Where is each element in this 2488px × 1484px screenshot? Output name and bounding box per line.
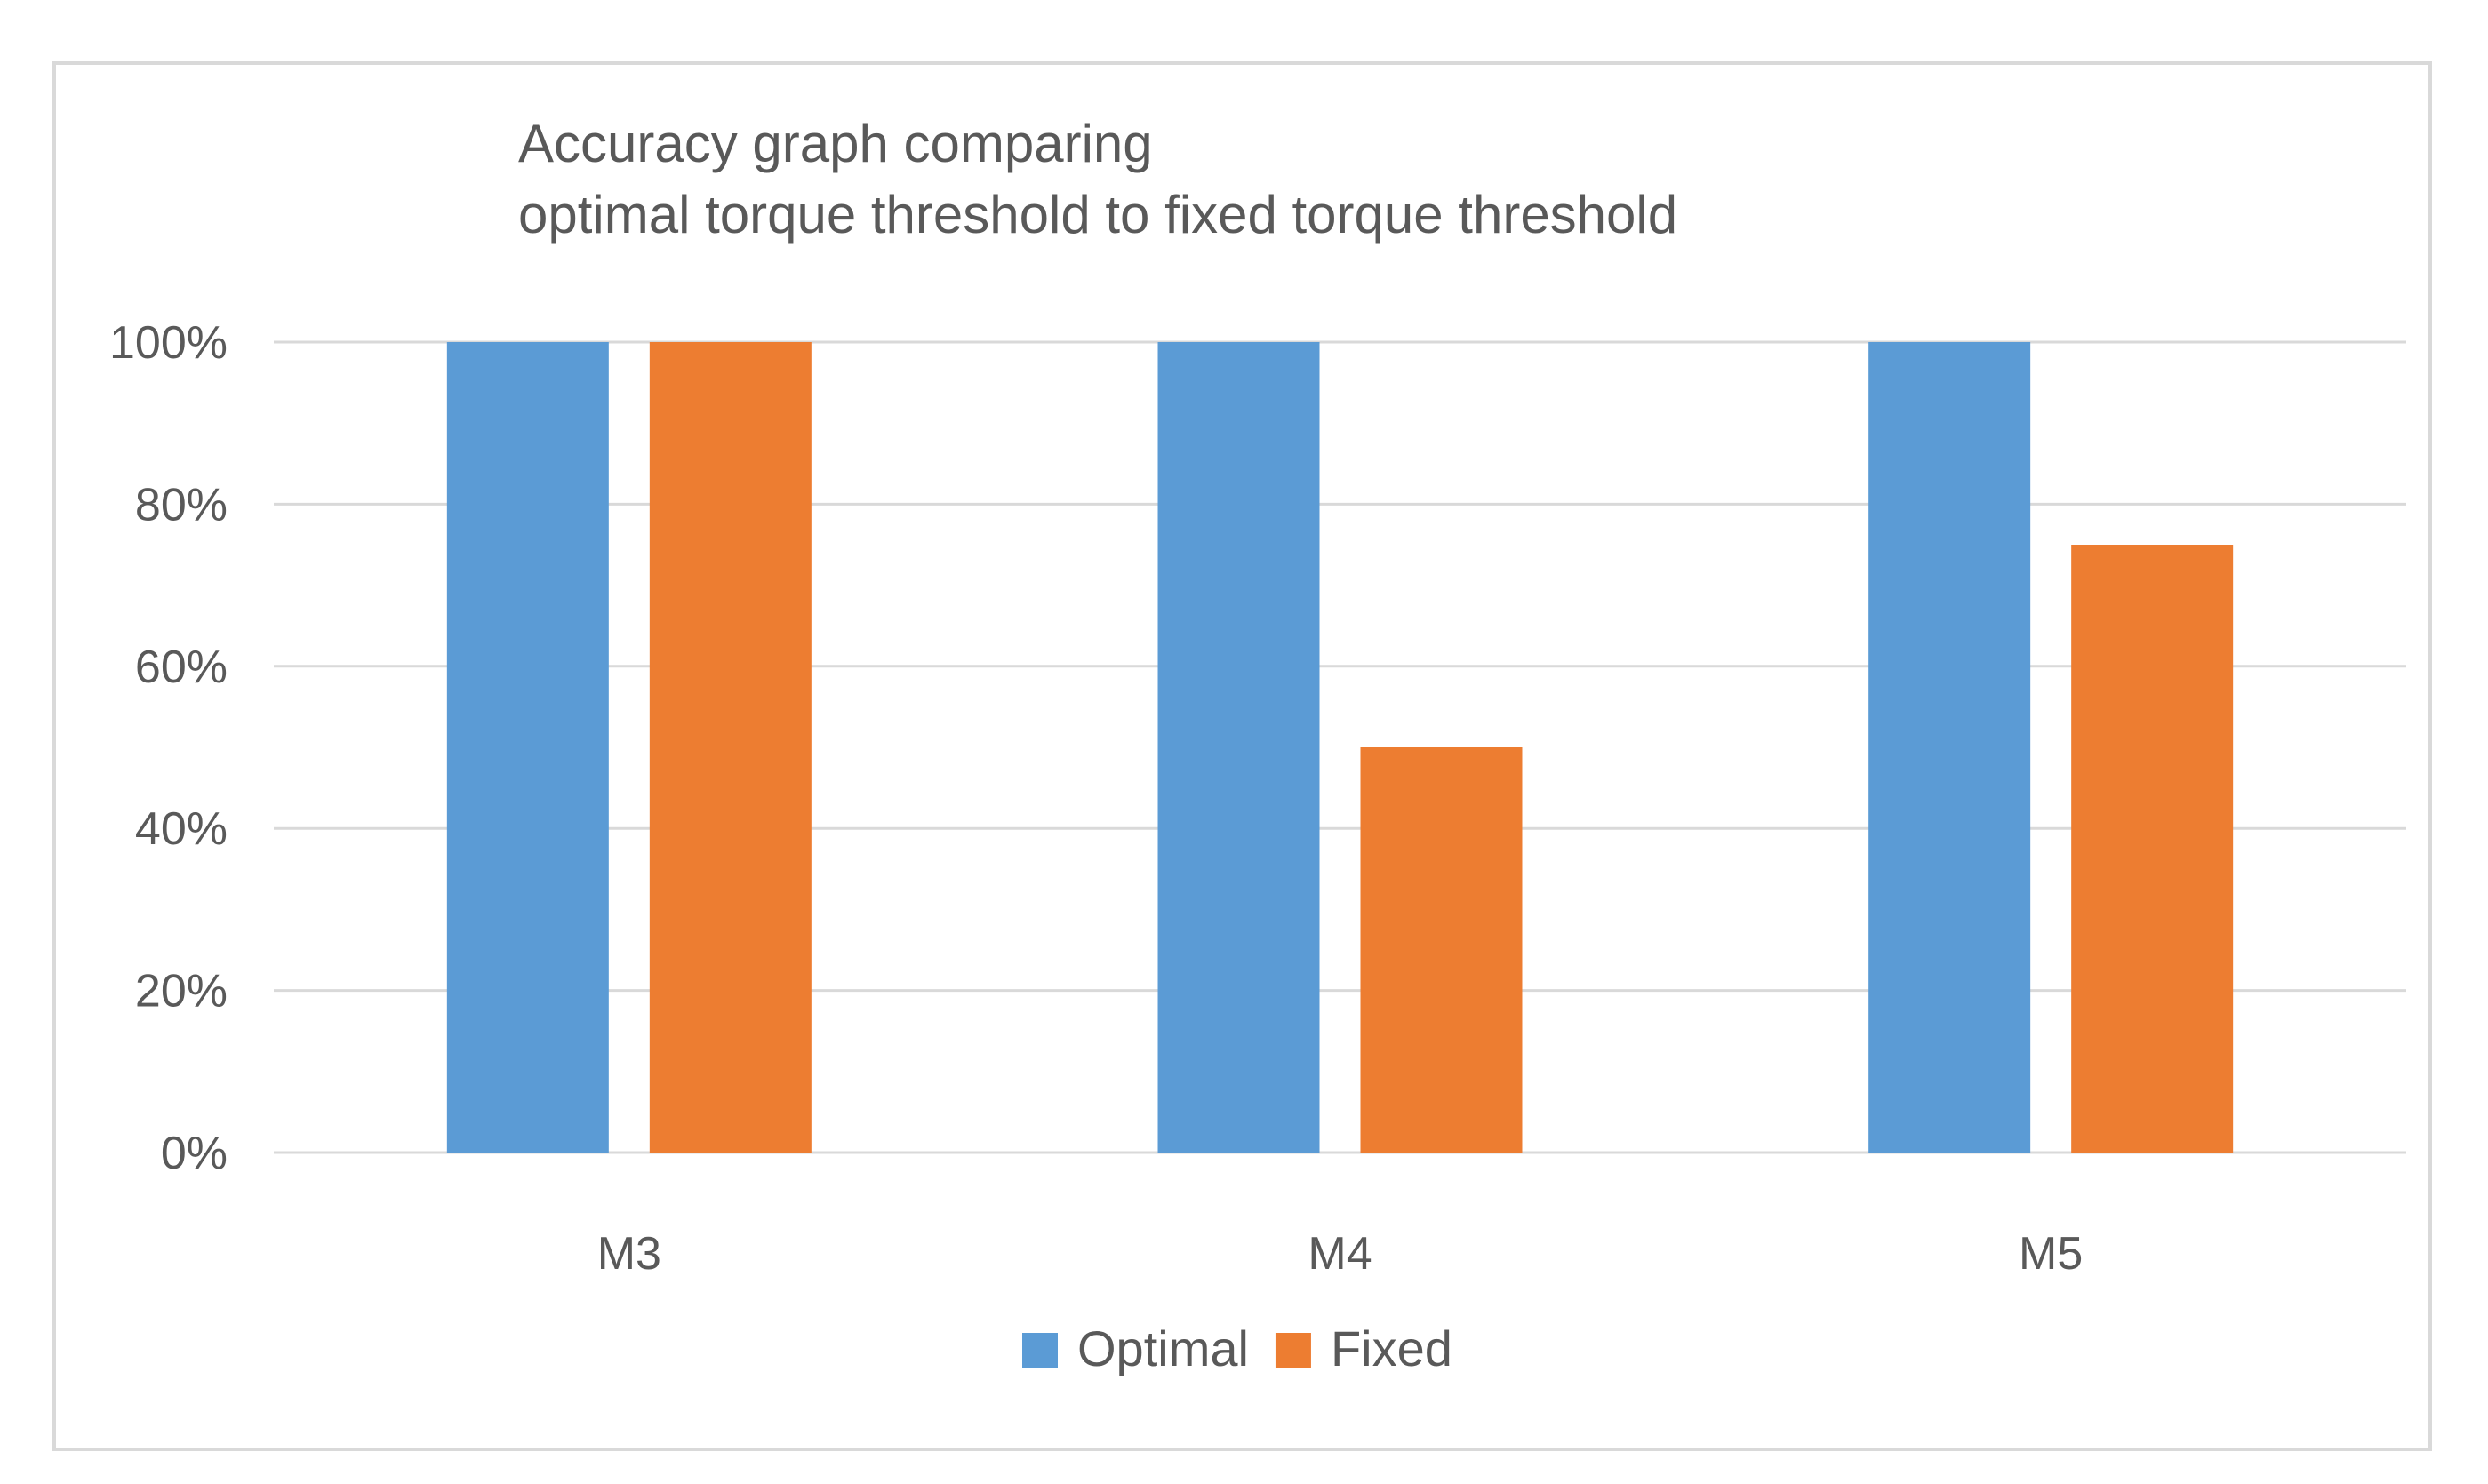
gridlines bbox=[274, 340, 2406, 1154]
y-tick-label: 80% bbox=[135, 479, 228, 531]
chart-title-line-2: optimal torque threshold to fixed torque… bbox=[518, 185, 1677, 244]
bar-fixed-m5 bbox=[2071, 545, 2234, 1153]
bars bbox=[446, 342, 2234, 1153]
y-tick-label: 40% bbox=[135, 803, 228, 855]
x-tick-label: M5 bbox=[2019, 1228, 2083, 1280]
legend-swatch-optimal bbox=[1022, 1333, 1058, 1368]
bar-optimal-m4 bbox=[1157, 342, 1320, 1153]
y-axis-ticks: 0% 20% 40% 60% 80% 100% bbox=[109, 317, 228, 1179]
legend-swatch-fixed bbox=[1275, 1333, 1311, 1368]
y-tick-label: 60% bbox=[135, 642, 228, 693]
bar-fixed-m3 bbox=[649, 342, 812, 1153]
y-tick-label: 20% bbox=[135, 966, 228, 1017]
x-axis-ticks: M3 M4 M5 bbox=[597, 1228, 2084, 1280]
legend-label-fixed: Fixed bbox=[1331, 1320, 1452, 1376]
chart-title: Accuracy graph comparing optimal torque … bbox=[518, 114, 1677, 244]
bar-optimal-m5 bbox=[1868, 342, 2031, 1153]
chart-title-line-1: Accuracy graph comparing bbox=[518, 114, 1153, 173]
bar-fixed-m4 bbox=[1360, 747, 1523, 1153]
legend: Optimal Fixed bbox=[1022, 1320, 1452, 1376]
y-tick-label: 0% bbox=[161, 1128, 228, 1179]
x-tick-label: M4 bbox=[1308, 1228, 1372, 1280]
bar-optimal-m3 bbox=[446, 342, 609, 1153]
legend-label-optimal: Optimal bbox=[1077, 1320, 1249, 1376]
x-tick-label: M3 bbox=[597, 1228, 661, 1280]
y-tick-label: 100% bbox=[109, 317, 228, 369]
